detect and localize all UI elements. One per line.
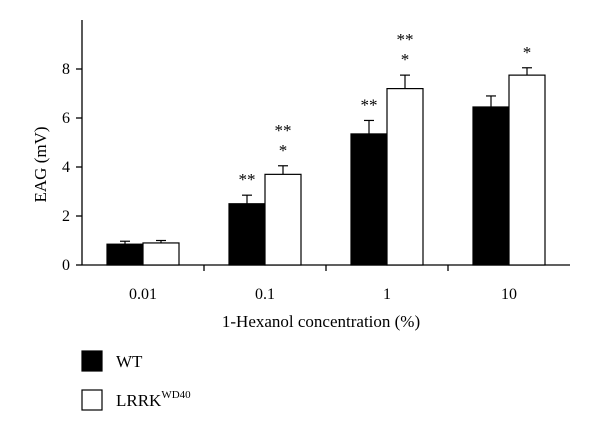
x-tick-label: 0.1 <box>255 286 275 303</box>
significance-marker: ** <box>239 170 256 189</box>
bar <box>106 243 144 266</box>
legend: WT LRRKWD40 <box>81 350 191 411</box>
y-tick-label: 4 <box>62 159 70 176</box>
y-axis-title: EAG (mV) <box>31 126 50 202</box>
legend-swatch <box>81 389 103 411</box>
y-tick-label: 0 <box>62 257 70 274</box>
significance-marker: ** <box>275 121 292 140</box>
legend-swatch <box>81 350 103 372</box>
legend-label-superscript: WD40 <box>161 389 191 401</box>
y-tick-label: 8 <box>62 61 70 78</box>
significance-marker: ** <box>361 95 378 114</box>
significance-marker: * <box>523 43 532 62</box>
legend-label: WT <box>116 352 143 371</box>
bar <box>228 203 266 266</box>
significance-marker: * <box>279 141 288 160</box>
x-tick-label: 10 <box>501 286 517 303</box>
bar <box>264 173 302 266</box>
x-tick-label: 0.01 <box>129 286 157 303</box>
significance-marker: ** <box>397 30 414 49</box>
legend-label-text: WT <box>116 352 143 371</box>
y-tick-label: 2 <box>62 208 70 225</box>
bar <box>142 242 180 266</box>
y-tick-label: 6 <box>62 110 70 127</box>
x-tick-label: 1 <box>383 286 391 303</box>
significance-marker: * <box>401 50 410 69</box>
legend-label: LRRKWD40 <box>116 389 191 410</box>
bar <box>350 133 388 266</box>
bar <box>508 74 546 266</box>
x-axis-title: 1-Hexanol concentration (%) <box>222 312 420 331</box>
bar <box>472 106 510 266</box>
bar <box>386 87 424 266</box>
legend-label-text: LRRK <box>116 391 162 410</box>
